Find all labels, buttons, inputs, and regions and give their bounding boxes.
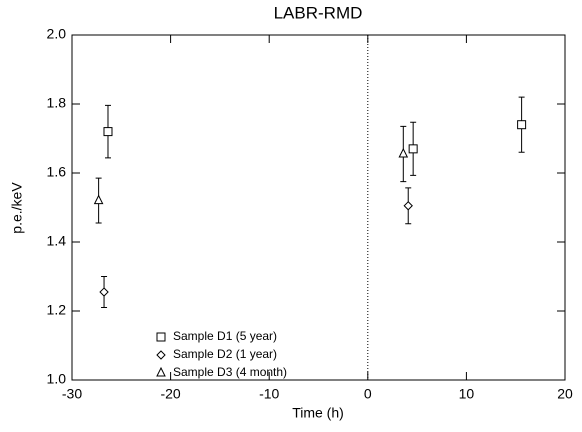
legend-label: Sample D1 (5 year) [173, 329, 277, 343]
marker [403, 201, 413, 211]
y-tick-label: 1.4 [47, 233, 67, 249]
marker [93, 194, 104, 205]
legend-marker [156, 350, 166, 360]
marker [517, 120, 527, 130]
y-tick-label: 1.6 [47, 164, 67, 180]
marker [408, 144, 418, 154]
chart-title: LABR-RMD [274, 3, 363, 22]
y-tick-label: 1.8 [47, 95, 67, 111]
y-tick-label: 1.2 [47, 302, 67, 318]
x-tick-label: -20 [160, 386, 180, 402]
y-axis-label: p.e./keV [9, 182, 25, 234]
plot-frame [71, 34, 566, 381]
x-tick-label: -30 [62, 386, 82, 402]
marker [99, 287, 109, 297]
marker [103, 127, 113, 137]
marker [398, 147, 409, 158]
x-tick-label: -10 [259, 386, 279, 402]
legend-label: Sample D3 (4 month) [173, 365, 287, 379]
legend-label: Sample D2 (1 year) [173, 347, 277, 361]
legend-marker [156, 366, 166, 377]
y-tick-label: 1.0 [47, 371, 67, 387]
x-tick-label: 10 [459, 386, 475, 402]
x-tick-label: 20 [557, 386, 573, 402]
x-axis-label: Time (h) [292, 405, 344, 421]
legend-marker [156, 332, 166, 342]
y-tick-label: 2.0 [47, 26, 67, 42]
x-tick-label: 0 [364, 386, 372, 402]
